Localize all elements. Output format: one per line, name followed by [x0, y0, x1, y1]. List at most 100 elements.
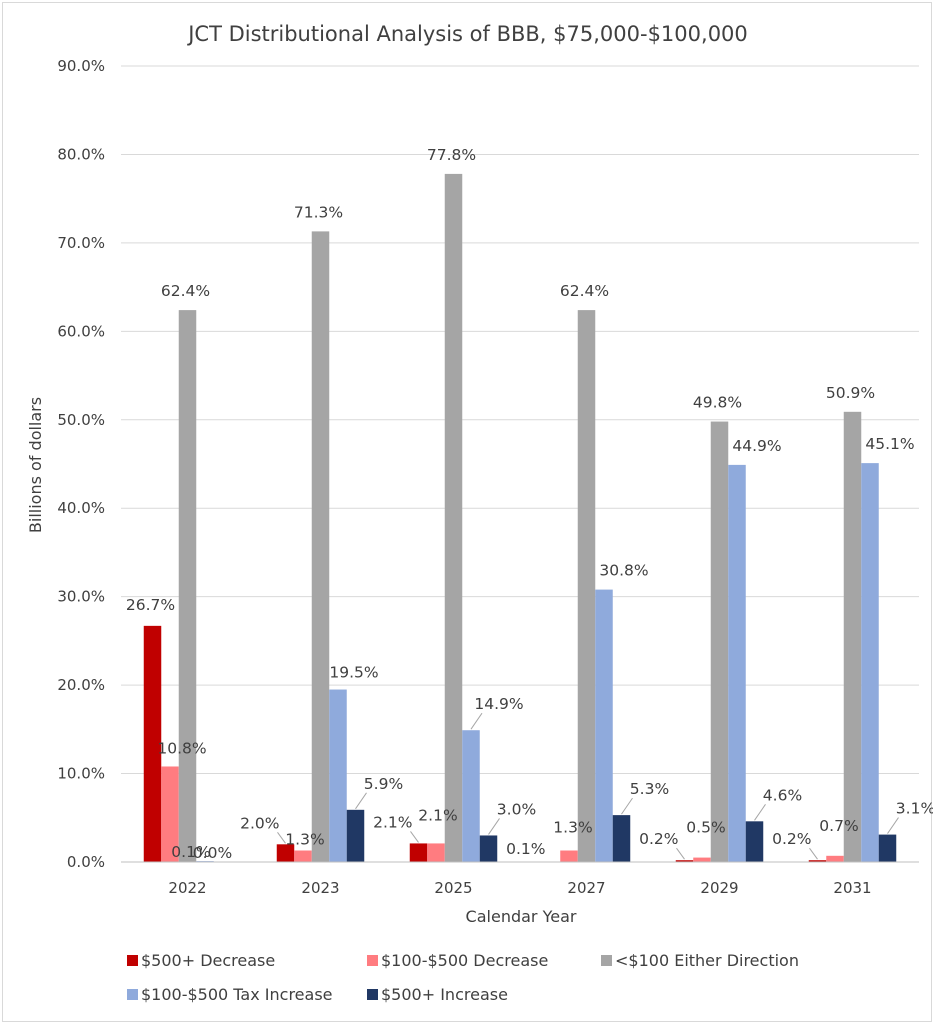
- bar: [710, 421, 729, 862]
- data-label: 14.9%: [474, 695, 523, 713]
- data-label: 77.8%: [427, 146, 476, 164]
- bar: [577, 310, 596, 862]
- data-label: 0.2%: [639, 830, 678, 848]
- data-label: 62.4%: [161, 282, 210, 300]
- y-tick-label: 70.0%: [57, 234, 105, 252]
- legend-label: $100-$500 Decrease: [381, 951, 548, 970]
- chart-title: JCT Distributional Analysis of BBB, $75,…: [186, 22, 748, 46]
- y-tick-label: 20.0%: [57, 676, 105, 694]
- bar: [409, 843, 428, 862]
- x-axis-title: Calendar Year: [466, 907, 577, 926]
- bar: [675, 860, 694, 862]
- bar: [560, 850, 578, 862]
- bar: [462, 730, 480, 862]
- data-label: 44.9%: [732, 437, 781, 455]
- y-axis: 0.0% 10.0% 20.0% 30.0% 40.0% 50.0% 60.0% 70.0% 8…: [57, 57, 105, 871]
- leader-lines: [277, 712, 899, 860]
- gridlines: [121, 65, 919, 863]
- leader-line: [410, 831, 419, 843]
- legend-label: $500+ Decrease: [141, 951, 275, 970]
- data-label: 0.2%: [772, 830, 811, 848]
- data-label: 2.0%: [240, 814, 279, 832]
- bar: [595, 589, 613, 862]
- bar: [444, 173, 463, 862]
- legend-label: $500+ Increase: [381, 985, 508, 1004]
- leader-line: [470, 712, 483, 730]
- y-tick-label: 10.0%: [57, 765, 105, 783]
- bar: [143, 625, 162, 862]
- legend-item: $500+ Decrease: [127, 951, 275, 970]
- leader-line: [621, 797, 633, 815]
- bar: [843, 411, 862, 862]
- bar: [826, 855, 844, 862]
- data-label: 0.7%: [819, 817, 858, 835]
- bar: [178, 310, 197, 862]
- data-label: 10.8%: [157, 739, 206, 757]
- legend-label: <$100 Either Direction: [615, 951, 799, 970]
- y-tick-label: 30.0%: [57, 588, 105, 606]
- data-label: 2.1%: [418, 806, 457, 824]
- x-tick-label: 2025: [434, 879, 472, 897]
- data-label: 4.6%: [763, 786, 802, 804]
- legend-item: $100-$500 Decrease: [367, 951, 548, 970]
- y-axis-title: Billions of dollars: [26, 397, 45, 533]
- legend-swatch: [367, 955, 378, 966]
- bar: [329, 689, 347, 862]
- bar: [745, 821, 764, 862]
- leader-line: [887, 817, 899, 834]
- leader-line: [809, 847, 818, 860]
- leader-line: [754, 804, 766, 821]
- data-label: 49.8%: [693, 394, 742, 412]
- data-label: 2.1%: [373, 813, 412, 831]
- data-label: 30.8%: [599, 562, 648, 580]
- data-label: 5.9%: [364, 775, 403, 793]
- legend-item: $500+ Increase: [367, 985, 508, 1004]
- data-labels: 26.7% 2.0% 2.1% 0.2% 0.2% 10.8% 1.3% 2.1% 1.3% 0.…: [126, 146, 935, 862]
- data-label: 50.9%: [826, 384, 875, 402]
- bar: [612, 815, 631, 862]
- y-tick-label: 60.0%: [57, 322, 105, 340]
- x-axis: 2022 2023 2025 2027 2029 2031: [121, 861, 919, 897]
- legend-label: $100-$500 Tax Increase: [141, 985, 333, 1004]
- bar: [276, 844, 295, 862]
- legend-swatch: [127, 989, 138, 1000]
- bar: [861, 463, 879, 862]
- bar: [728, 464, 746, 862]
- legend-swatch: [127, 955, 138, 966]
- y-tick-label: 40.0%: [57, 499, 105, 517]
- data-label: 62.4%: [560, 282, 609, 300]
- x-tick-label: 2029: [700, 879, 738, 897]
- bar-chart: JCT Distributional Analysis of BBB, $75,…: [26, 22, 935, 1004]
- legend: $500+ Decrease $100-$500 Decrease <$100 Ei…: [127, 951, 799, 1004]
- bar: [427, 843, 445, 862]
- legend-item: $100-$500 Tax Increase: [127, 985, 333, 1004]
- x-tick-label: 2027: [567, 879, 605, 897]
- y-tick-label: 80.0%: [57, 145, 105, 163]
- x-tick-label: 2022: [168, 879, 206, 897]
- bar: [311, 231, 330, 862]
- x-tick-label: 2031: [833, 879, 871, 897]
- legend-swatch: [367, 989, 378, 1000]
- legend-item: <$100 Either Direction: [601, 951, 799, 970]
- bar: [161, 766, 179, 862]
- legend-swatch: [601, 955, 612, 966]
- leader-line: [277, 832, 286, 844]
- leader-line: [355, 792, 367, 810]
- bar: [693, 857, 711, 862]
- x-tick-label: 2023: [301, 879, 339, 897]
- data-label: 19.5%: [329, 664, 378, 682]
- bar: [878, 834, 897, 862]
- bar: [294, 850, 312, 862]
- data-label: 3.0%: [497, 800, 536, 818]
- bar: [808, 860, 827, 862]
- data-label: 0.1%: [171, 843, 210, 861]
- data-label: 1.3%: [285, 831, 324, 849]
- data-label: 45.1%: [865, 435, 914, 453]
- bars: [143, 173, 897, 862]
- data-label: 5.3%: [630, 780, 669, 798]
- data-label: 26.7%: [126, 596, 175, 614]
- data-label: 71.3%: [294, 203, 343, 221]
- bar: [479, 835, 498, 862]
- y-tick-label: 90.0%: [57, 57, 105, 75]
